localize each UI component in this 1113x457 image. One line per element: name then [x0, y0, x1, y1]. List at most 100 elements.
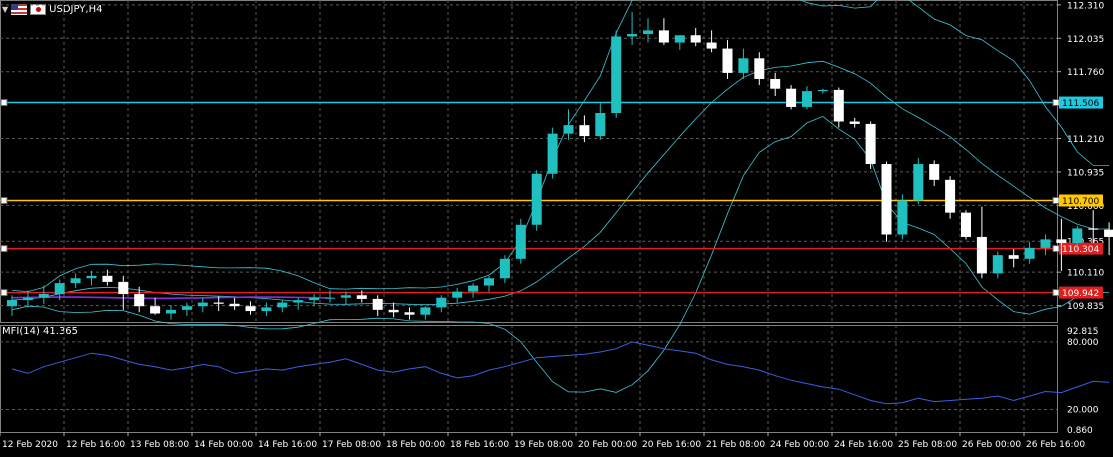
candle-body — [181, 306, 192, 310]
candle-body — [134, 294, 145, 307]
candle-body — [213, 302, 224, 304]
price-tick-label: 110.935 — [1067, 168, 1104, 178]
candle-body — [722, 48, 733, 73]
candle-body — [643, 30, 653, 35]
us-flag-icon — [11, 3, 28, 15]
time-axis-label: 26 Feb 00:00 — [962, 440, 1021, 450]
level-line-gold-price-tag — [1059, 194, 1103, 207]
mfi-indicator-label: MFI(14) 41.365 — [2, 326, 79, 337]
candle-body — [945, 179, 956, 213]
candle-body — [1056, 239, 1067, 244]
candle-body — [786, 88, 797, 107]
candle-body — [372, 298, 383, 310]
price-tick-label: 110.110 — [1067, 269, 1104, 279]
time-axis-label: 20 Feb 16:00 — [642, 440, 701, 450]
candle-body — [293, 300, 304, 303]
main-pane-frame — [0, 0, 1058, 323]
time-axis-label: 25 Feb 08:00 — [898, 440, 957, 450]
candle-body — [340, 295, 351, 298]
candle-body — [356, 295, 367, 299]
candle-body — [86, 275, 97, 279]
candle-body — [658, 30, 669, 43]
candle-body — [817, 89, 828, 92]
small-down-arrow-icon[interactable]: ▼ — [2, 4, 9, 14]
level-line-red-lower-price-label: 109.942 — [1062, 289, 1099, 299]
candle-body — [229, 303, 240, 307]
candle-body — [595, 113, 606, 137]
candle-body — [102, 275, 113, 282]
time-axis-label: 21 Feb 08:00 — [706, 440, 765, 450]
level-line-cyan-price-tag — [1059, 96, 1103, 109]
candle-body — [1088, 228, 1099, 230]
candle-body — [865, 123, 876, 165]
mfi-tick-label: 92.815 — [1067, 327, 1099, 337]
candle-body — [913, 164, 924, 201]
candle-body — [22, 297, 33, 301]
moving-average-line — [11, 296, 331, 300]
level-line-red-upper-anchor-left — [0, 245, 8, 253]
time-axis-label: 13 Feb 08:00 — [130, 440, 189, 450]
time-axis-label: 12 Feb 16:00 — [66, 440, 125, 450]
candle-body — [436, 297, 447, 308]
candle-body — [849, 121, 860, 124]
mfi-line — [11, 341, 1110, 405]
candle-body — [150, 306, 161, 314]
level-line-red-upper-price-label: 110.304 — [1062, 245, 1099, 255]
candle-body — [197, 302, 208, 307]
time-axis-label: 20 Feb 00:00 — [578, 440, 637, 450]
level-line-red-lower-anchor-right — [1052, 289, 1060, 297]
level-line-red-upper-price-tag — [1059, 242, 1103, 255]
level-line-cyan-anchor-left — [0, 99, 8, 107]
candle-body — [404, 312, 415, 315]
candle-body — [484, 278, 494, 286]
candle-body — [897, 200, 908, 235]
time-axis-label: 14 Feb 00:00 — [194, 440, 253, 450]
bollinger-middle-band — [11, 60, 1110, 306]
candle-body — [531, 173, 542, 225]
candle-body — [245, 306, 256, 312]
time-axis-label: 17 Feb 08:00 — [322, 440, 381, 450]
candle-body — [690, 35, 701, 43]
mfi-tick-label: 20.000 — [1067, 405, 1099, 415]
level-line-gold-price-label: 110.700 — [1062, 197, 1099, 207]
candle-body — [754, 58, 765, 79]
candle-body — [579, 125, 590, 137]
candle-body — [118, 281, 129, 295]
candle-body — [1040, 239, 1051, 248]
japan-flag-icon — [30, 3, 47, 15]
candle-body — [961, 212, 971, 237]
bollinger-lower-band — [11, 115, 1110, 393]
price-tick-label: 109.835 — [1067, 302, 1104, 312]
time-axis-label: 24 Feb 16:00 — [834, 440, 893, 450]
time-axis-label: 12 Feb 2020 — [2, 440, 58, 450]
price-tick-label: 111.760 — [1067, 68, 1104, 78]
time-axis-label: 18 Feb 00:00 — [386, 440, 445, 450]
time-axis-label: 18 Feb 16:00 — [450, 440, 509, 450]
time-axis-label: 19 Feb 08:00 — [514, 440, 573, 450]
price-tick-label: 110.660 — [1067, 202, 1104, 212]
price-tick-label: 112.035 — [1067, 35, 1104, 45]
candle-body — [166, 309, 176, 314]
candle-body — [976, 236, 987, 274]
chart-title-bar: ▼ USDJPY,H4 — [0, 0, 102, 18]
candle-body — [547, 133, 558, 174]
candle-body — [833, 89, 844, 122]
level-line-red-upper-anchor-right — [1052, 245, 1060, 253]
candle-body — [802, 91, 812, 107]
candle-body — [261, 307, 272, 312]
candle-body — [1072, 228, 1083, 244]
candle-body — [325, 297, 335, 299]
candle-body — [452, 291, 463, 298]
candle-body — [388, 309, 399, 313]
candle-body — [515, 224, 526, 259]
candle-body — [1024, 247, 1035, 259]
time-axis-label: 24 Feb 00:00 — [770, 440, 829, 450]
level-line-gold-anchor-left — [0, 196, 8, 204]
level-line-gold-anchor-right — [1052, 196, 1060, 204]
indicator-pane-frame — [0, 325, 1058, 433]
candle-body — [420, 307, 431, 315]
level-line-cyan-price-label: 111.506 — [1062, 99, 1099, 109]
candle-body — [7, 300, 17, 307]
